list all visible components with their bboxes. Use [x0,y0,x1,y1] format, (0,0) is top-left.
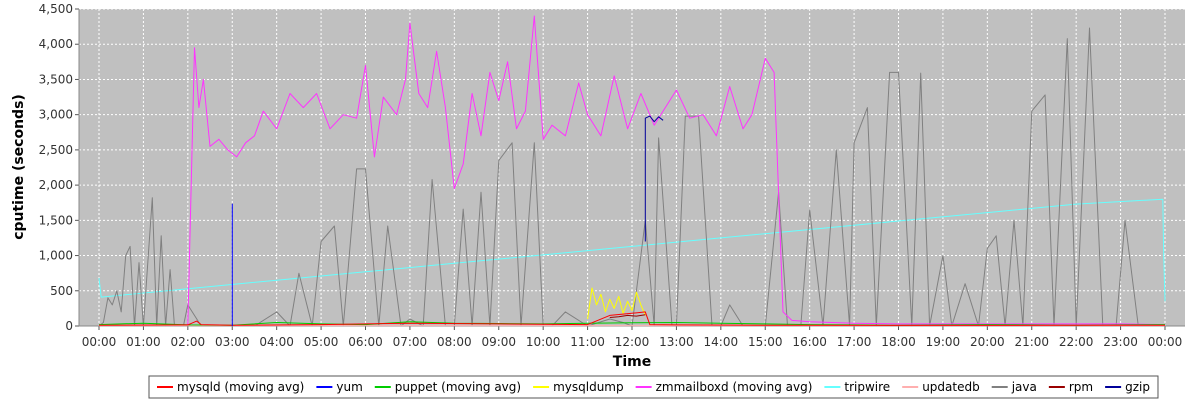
x-tick-label: 23:00 [1103,335,1138,349]
x-tick-label: 00:00 [82,335,117,349]
x-tick-label: 15:00 [748,335,783,349]
series-line-mysqldump [587,287,646,320]
x-tick-label: 21:00 [1014,335,1049,349]
x-tick-label: 12:00 [615,335,650,349]
x-tick-label: 17:00 [837,335,872,349]
y-tick-label: 3,000 [39,108,73,122]
legend-box [148,375,1159,399]
x-tick-label: 16:00 [792,335,827,349]
legend-label-gzip: gzip [1125,380,1150,394]
grid-lines [79,8,1185,327]
legend-label-yum: yum [336,380,362,394]
legend-label-mysqldump: mysqldump [553,380,624,394]
x-tick-label: 11:00 [570,335,605,349]
y-tick-label: 500 [50,284,73,298]
x-tick-label: 02:00 [171,335,206,349]
x-tick-label: 20:00 [970,335,1005,349]
legend: mysqld (moving avg) yum puppet (moving avg… [157,380,1150,394]
x-axis-ticks: 00:00 01:00 02:00 03:00 04:00 05:00 06:00 07:00… [79,325,1185,349]
legend-label-zmmailboxd: zmmailboxd (moving avg) [656,380,813,394]
y-tick-label: 4,000 [39,37,73,51]
x-tick-label: 19:00 [926,335,961,349]
x-tick-label: 03:00 [215,335,250,349]
legend-label-rpm: rpm [1069,380,1093,394]
x-tick-label: 22:00 [1059,335,1094,349]
x-tick-label: 07:00 [393,335,428,349]
legend-label-tripwire: tripwire [844,380,890,394]
y-tick-label: 1,000 [39,249,73,263]
series-line-puppet [98,321,1166,326]
x-tick-label: 09:00 [481,335,516,349]
legend-label-puppet: puppet (moving avg) [395,380,521,394]
y-tick-label: 2,000 [39,178,73,192]
y-tick-label: 1,500 [39,213,73,227]
y-axis-ticks: 0 500 1,000 1,500 2,000 2,500 3,000 3,500 4,000 4… [39,2,80,333]
x-tick-label: 18:00 [881,335,916,349]
series-line-gzip [644,115,664,242]
legend-label-java: java [1011,380,1037,394]
series-lines [98,15,1166,327]
x-tick-label: 10:00 [526,335,561,349]
x-tick-label: 08:00 [437,335,472,349]
x-tick-label: 05:00 [304,335,339,349]
y-axis-title: cputime (seconds) [11,94,27,240]
series-line-mysqld [98,311,1165,326]
series-line-rpm [609,314,646,318]
x-tick-label: 00:00 [1148,335,1183,349]
series-line-zmmailboxd [187,15,1166,327]
x-tick-label: 01:00 [126,335,161,349]
y-tick-label: 0 [65,319,73,333]
y-tick-label: 4,500 [39,2,73,16]
legend-label-updatedb: updatedb [922,380,980,394]
y-tick-label: 3,500 [39,72,73,86]
x-tick-label: 06:00 [348,335,383,349]
x-tick-label: 14:00 [704,335,739,349]
x-tick-label: 13:00 [659,335,694,349]
x-axis-title: Time [613,354,651,370]
x-tick-label: 04:00 [259,335,294,349]
y-tick-label: 2,500 [39,143,73,157]
legend-label-mysqld: mysqld (moving avg) [177,380,304,394]
